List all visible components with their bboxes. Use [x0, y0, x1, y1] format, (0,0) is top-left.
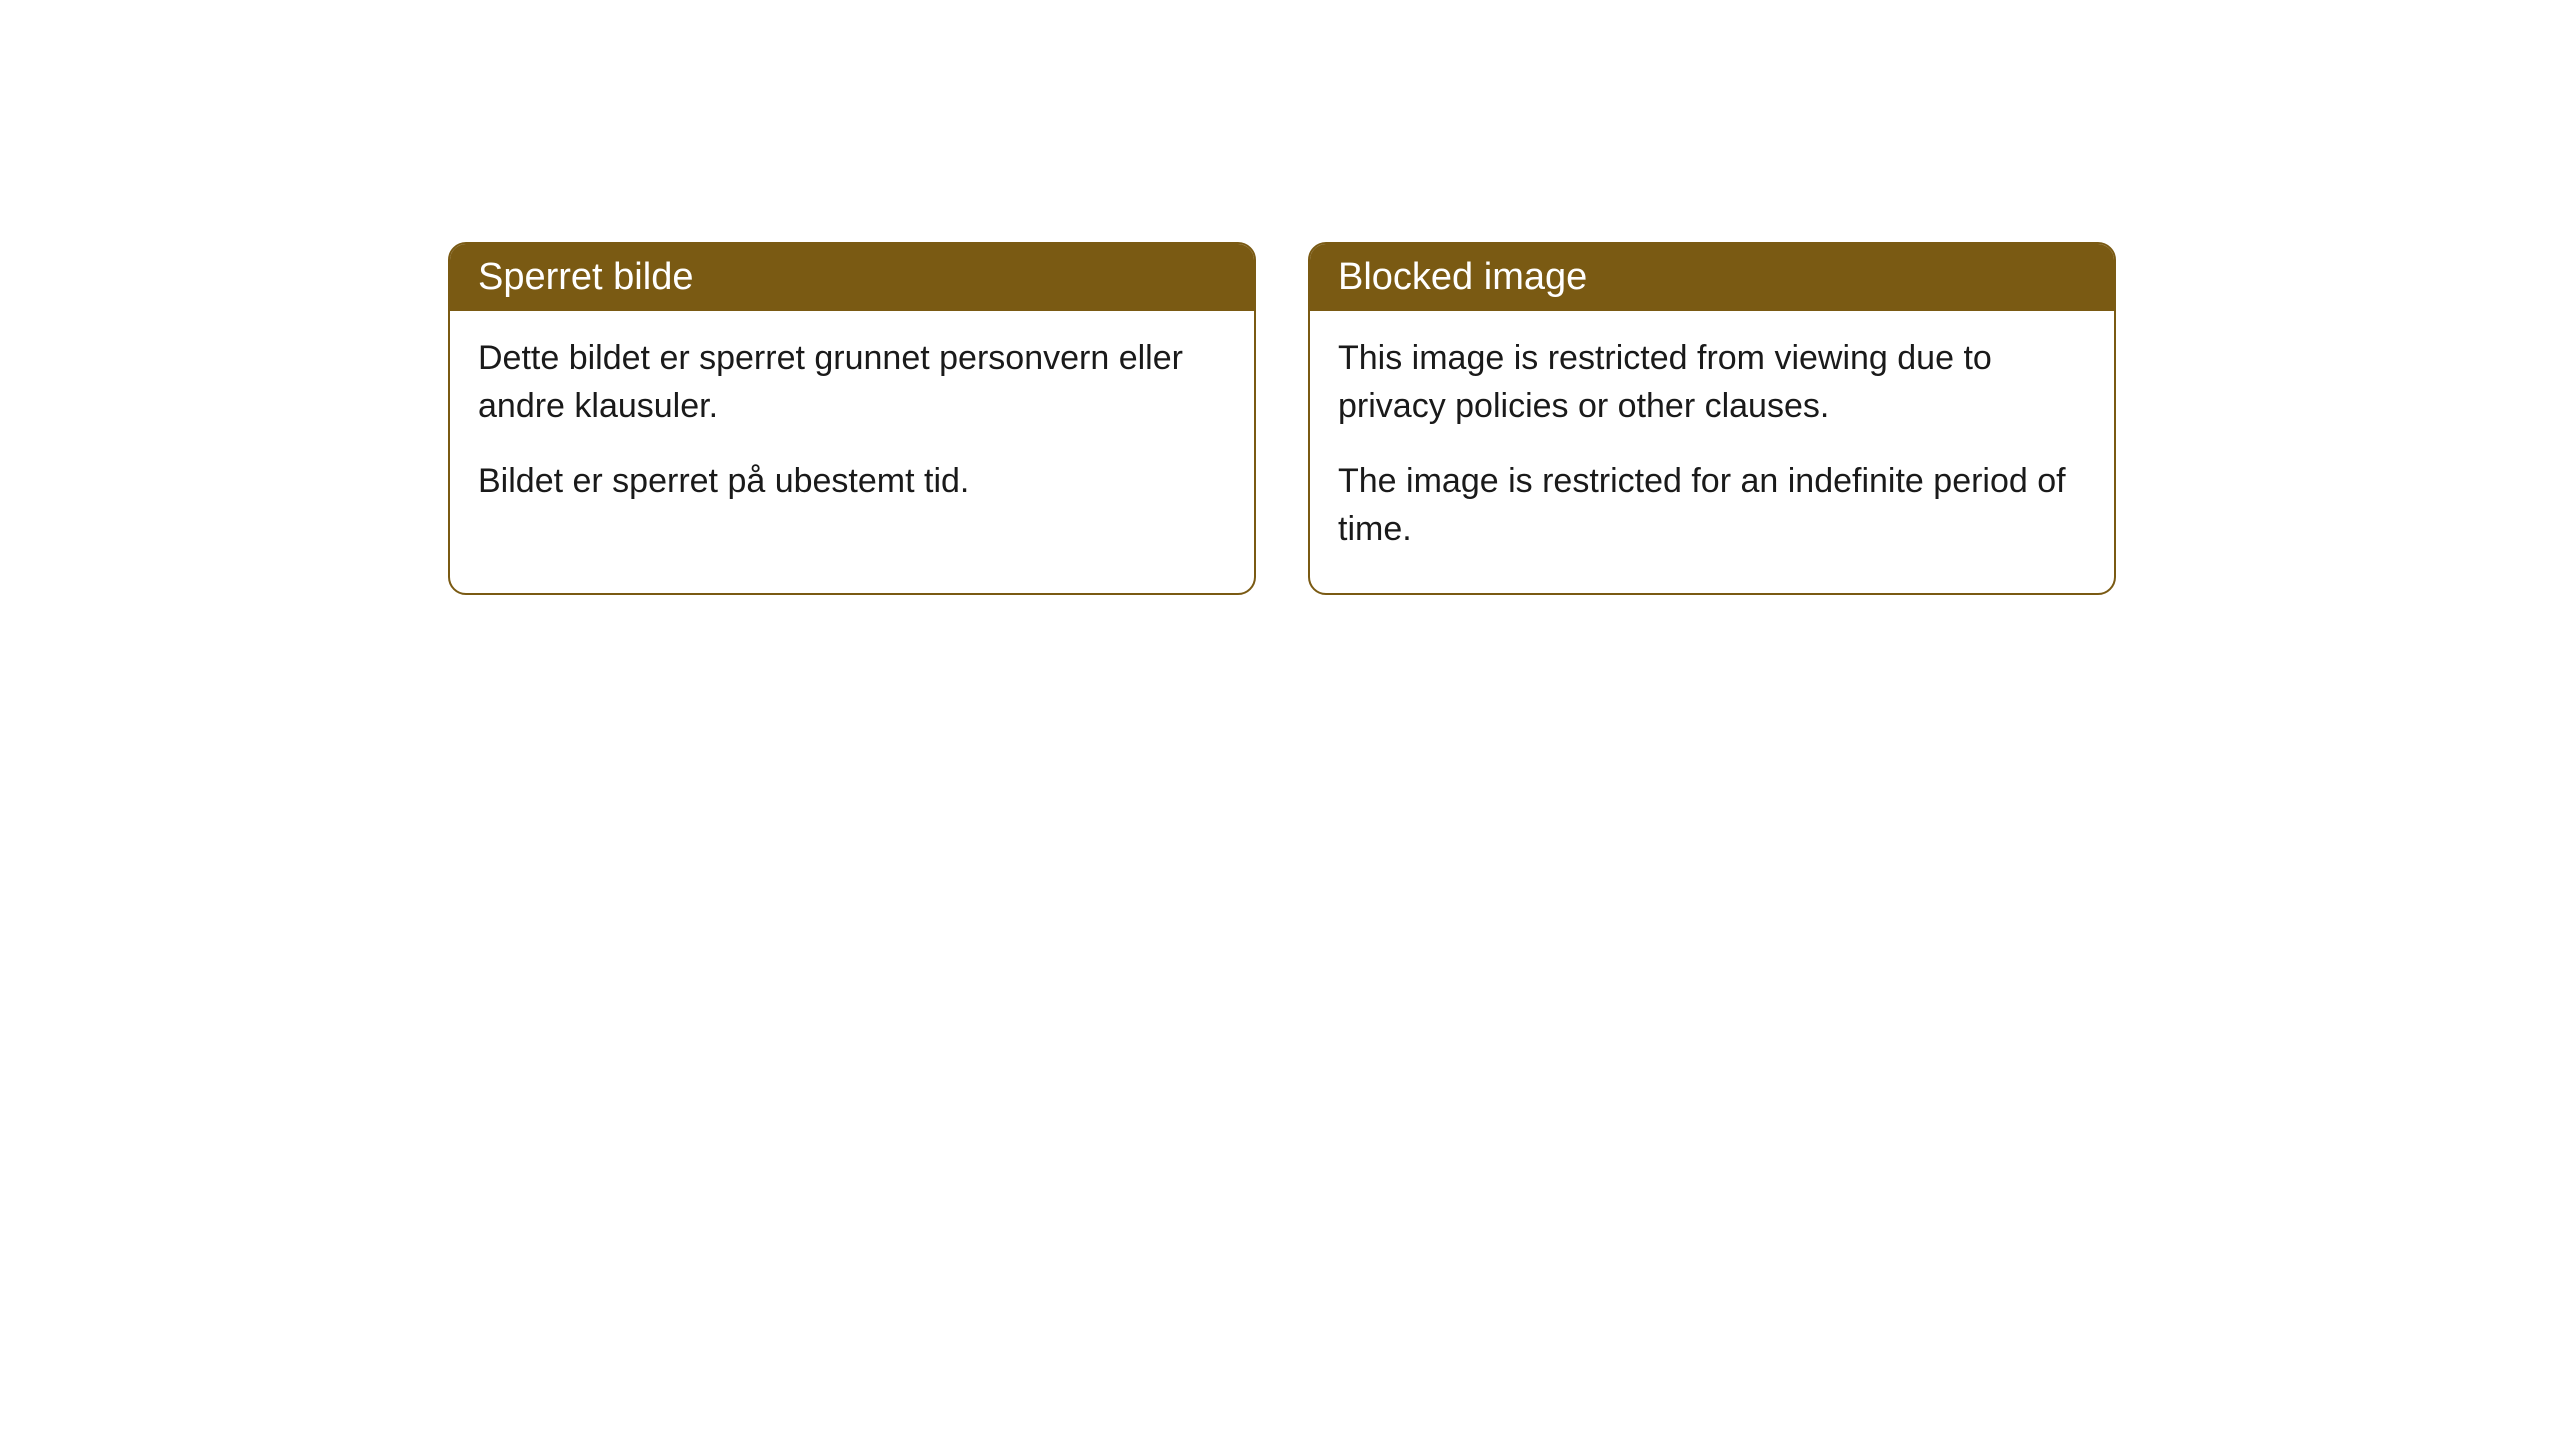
notice-header: Sperret bilde	[450, 244, 1254, 311]
notice-card-norwegian: Sperret bilde Dette bildet er sperret gr…	[448, 242, 1256, 595]
notice-paragraph: Dette bildet er sperret grunnet personve…	[478, 335, 1226, 430]
notice-paragraph: Bildet er sperret på ubestemt tid.	[478, 458, 1226, 506]
notice-card-english: Blocked image This image is restricted f…	[1308, 242, 2116, 595]
notice-paragraph: The image is restricted for an indefinit…	[1338, 458, 2086, 553]
notice-header: Blocked image	[1310, 244, 2114, 311]
notice-body: This image is restricted from viewing du…	[1310, 311, 2114, 593]
notice-container: Sperret bilde Dette bildet er sperret gr…	[0, 0, 2560, 595]
notice-title: Blocked image	[1338, 256, 1587, 298]
notice-paragraph: This image is restricted from viewing du…	[1338, 335, 2086, 430]
notice-title: Sperret bilde	[478, 256, 693, 298]
notice-body: Dette bildet er sperret grunnet personve…	[450, 311, 1254, 546]
